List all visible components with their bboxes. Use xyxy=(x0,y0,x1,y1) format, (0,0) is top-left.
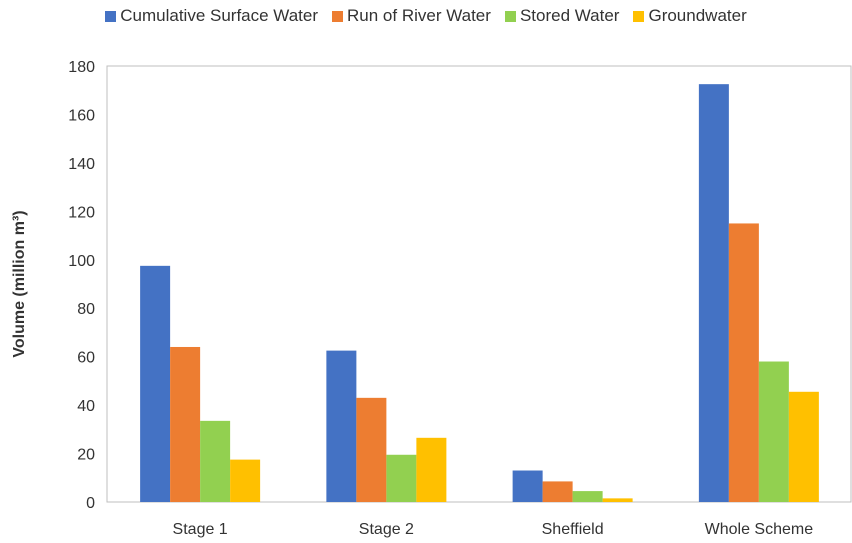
legend: Cumulative Surface Water Run of River Wat… xyxy=(0,6,852,26)
legend-item: Run of River Water xyxy=(332,6,491,26)
legend-swatch xyxy=(633,10,645,22)
legend-label: Run of River Water xyxy=(347,6,491,25)
x-tick-label: Sheffield xyxy=(542,521,604,538)
legend-item: Groundwater xyxy=(633,6,747,26)
bar xyxy=(416,437,447,502)
x-tick-label: Stage 2 xyxy=(359,521,414,538)
y-tick-label: 60 xyxy=(77,350,95,367)
bar xyxy=(326,350,357,502)
legend-swatch xyxy=(332,10,344,22)
y-tick-label: 140 xyxy=(68,156,95,173)
legend-item: Cumulative Surface Water xyxy=(105,6,318,26)
bar xyxy=(698,84,729,503)
x-tick-label: Stage 1 xyxy=(173,521,228,538)
legend-label: Stored Water xyxy=(519,6,620,25)
bar xyxy=(386,454,417,502)
y-tick-label: 120 xyxy=(68,204,95,221)
y-axis-label: Volume (million m³) xyxy=(11,210,28,357)
bar xyxy=(140,265,171,502)
legend-label: Groundwater xyxy=(648,6,747,25)
bar xyxy=(200,420,231,502)
bar xyxy=(728,223,759,502)
y-tick-label: 20 xyxy=(77,447,95,464)
bar xyxy=(602,498,633,502)
bar xyxy=(788,391,819,502)
y-tick-label: 80 xyxy=(77,301,95,318)
y-tick-label: 100 xyxy=(68,253,95,270)
y-tick-label: 40 xyxy=(77,398,95,415)
bar xyxy=(170,346,201,502)
legend-item: Stored Water xyxy=(504,6,620,26)
y-tick-label: 0 xyxy=(86,495,95,512)
y-tick-label: 180 xyxy=(68,59,95,76)
bar xyxy=(356,397,387,502)
x-tick-label: Whole Scheme xyxy=(705,521,814,538)
plot-area: 0 20 40 60 80 100 120 140 160 180 Volume (million … xyxy=(11,59,852,538)
legend-swatch xyxy=(504,10,516,22)
plot-border xyxy=(106,65,852,503)
bar xyxy=(758,361,789,502)
bar xyxy=(512,470,543,502)
bar xyxy=(542,481,573,502)
y-tick-label: 160 xyxy=(68,107,95,124)
legend-label: Cumulative Surface Water xyxy=(120,6,319,25)
legend-swatch xyxy=(105,10,117,22)
bar xyxy=(230,459,261,502)
bar xyxy=(572,491,603,502)
